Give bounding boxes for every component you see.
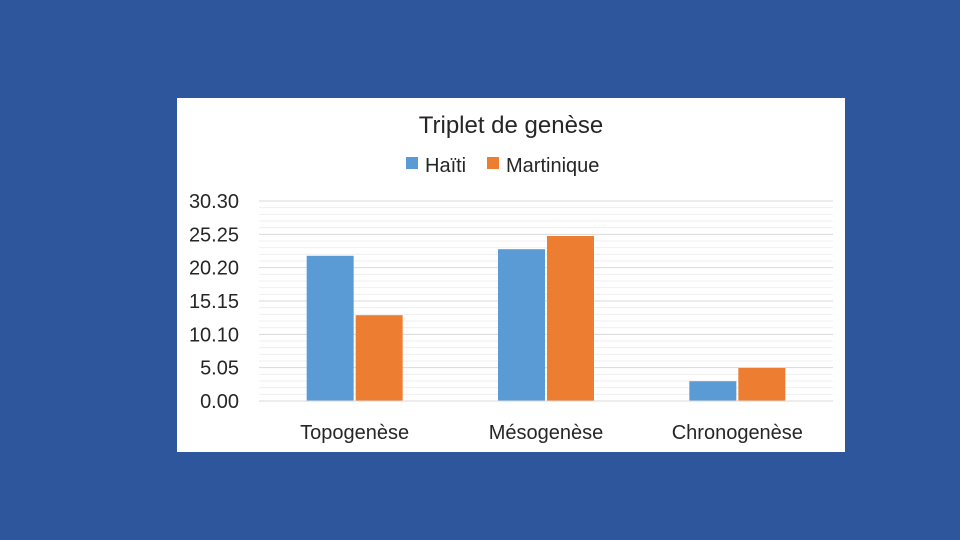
bar-martinique-topogenese: [355, 315, 403, 401]
bars: [306, 235, 786, 401]
bar-haiti-chronogenese: [689, 381, 737, 401]
y-tick-label: 15.15: [189, 291, 239, 313]
bar-martinique-chronogenese: [738, 367, 786, 401]
y-tick-label: 20.20: [189, 258, 239, 280]
y-axis-ticks: 0.00 5.05 10.10 15.15 20.20 25.25 30.30: [189, 191, 239, 413]
chart-panel: Triplet de genèse Haïti Martinique 0.00 …: [177, 98, 845, 452]
bar-martinique-mesogenese: [547, 235, 594, 401]
bar-haiti-topogenese: [306, 255, 354, 401]
gridlines: [259, 200, 833, 395]
y-tick-label: 5.05: [200, 358, 239, 380]
x-axis-categories: Topogenèse Mésogenèse Chronogenèse: [300, 422, 803, 444]
x-category-label: Chronogenèse: [672, 422, 803, 444]
legend-swatch-haiti: [406, 157, 418, 169]
legend-swatch-martinique: [487, 157, 499, 169]
bar-chart: Triplet de genèse Haïti Martinique 0.00 …: [189, 112, 833, 444]
bar-haiti-mesogenese: [498, 249, 545, 401]
y-tick-label: 30.30: [189, 191, 239, 213]
y-tick-label: 25.25: [189, 224, 239, 246]
y-tick-label: 0.00: [200, 391, 239, 413]
legend-label-haiti: Haïti: [425, 155, 466, 177]
x-category-label: Mésogenèse: [489, 422, 604, 444]
x-category-label: Topogenèse: [300, 422, 409, 444]
y-tick-label: 10.10: [189, 324, 239, 346]
chart-title: Triplet de genèse: [419, 112, 604, 139]
legend: Haïti Martinique: [406, 155, 599, 177]
legend-label-martinique: Martinique: [506, 155, 599, 177]
